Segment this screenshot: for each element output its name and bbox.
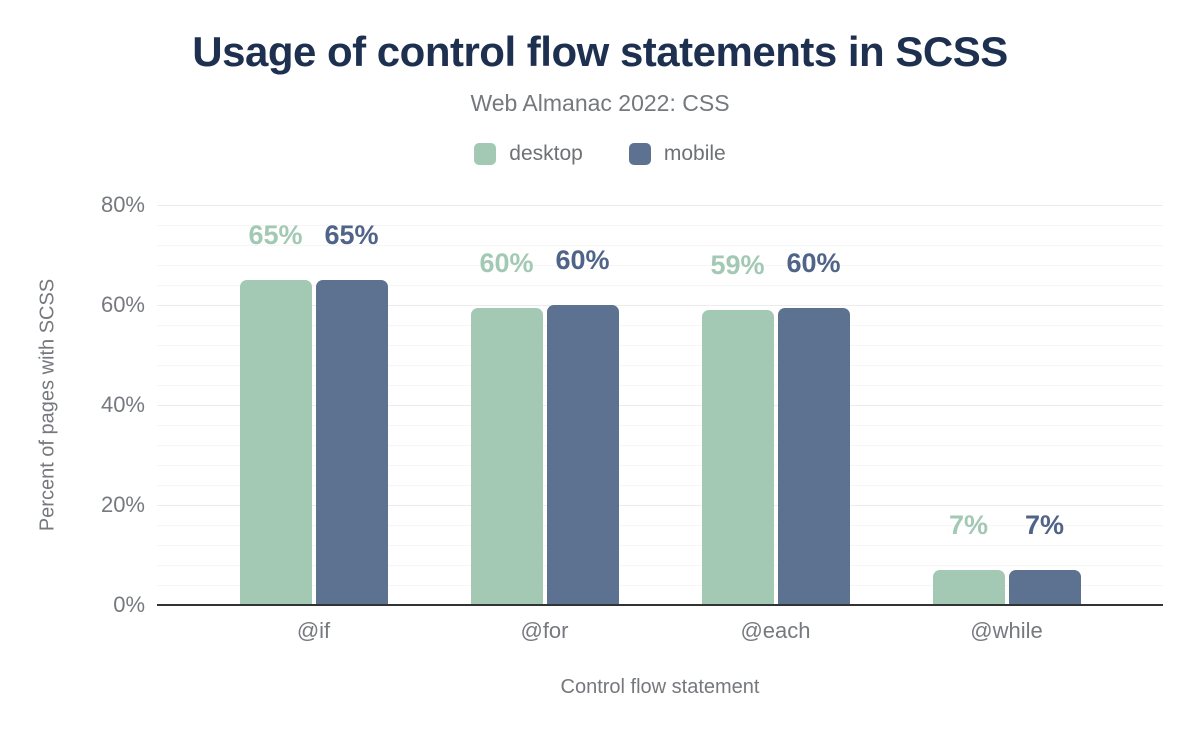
x-tick-label-if: @if <box>296 618 331 643</box>
bar-value-label: 7% <box>948 510 989 541</box>
bar-value-label: 59% <box>710 250 765 281</box>
bar-desktop-for <box>470 307 543 605</box>
bar-mobile-if <box>315 280 388 605</box>
y-tick-label: 0% <box>113 592 145 617</box>
bar-group-while: 7% 7% <box>891 205 1122 605</box>
bar-value-label: 60% <box>555 245 610 276</box>
y-tick-label: 40% <box>100 392 145 417</box>
y-axis-ticks: 0% 20% 40% 60% 80% <box>0 192 145 617</box>
legend-label: desktop <box>509 142 583 165</box>
x-axis-ticks: @if @for @each @while <box>157 618 1163 644</box>
bar-desktop-each <box>701 310 774 605</box>
chart-title: Usage of control flow statements in SCSS <box>192 28 1008 75</box>
bar-desktop-if <box>239 280 312 605</box>
bar-column-mobile: 60% <box>777 205 850 605</box>
bar-column-desktop: 65% <box>239 205 312 605</box>
legend-item-mobile[interactable]: mobile <box>628 142 726 166</box>
legend-swatch-desktop <box>474 143 497 165</box>
bar-value-label: 65% <box>248 220 303 251</box>
legend-swatch-mobile <box>628 143 651 165</box>
x-tick-label-while: @while <box>970 618 1043 643</box>
bar-mobile-for <box>546 305 619 605</box>
bar-mobile-while <box>1008 570 1081 605</box>
plot-area: 65% 65% 60% 60% 59% 60% 7% 7% <box>157 205 1163 606</box>
x-axis-title: Control flow statement <box>560 676 760 698</box>
bar-value-label: 60% <box>786 247 841 278</box>
bar-group-for: 60% 60% <box>429 205 660 605</box>
bar-groups: 65% 65% 60% 60% 59% 60% 7% 7% <box>157 205 1163 605</box>
x-tick-label-each: @each <box>740 618 811 643</box>
bar-group-each: 59% 60% <box>660 205 891 605</box>
bar-column-desktop: 59% <box>701 205 774 605</box>
legend-item-desktop[interactable]: desktop <box>474 142 583 166</box>
x-tick-label-for: @for <box>520 618 569 643</box>
bar-mobile-each <box>777 307 850 605</box>
bar-desktop-while <box>932 570 1005 605</box>
legend: desktop mobile <box>0 142 1200 166</box>
bar-value-label: 7% <box>1024 510 1065 541</box>
chart-subtitle: Web Almanac 2022: CSS <box>470 90 730 116</box>
bar-column-mobile: 7% <box>1008 205 1081 605</box>
y-tick-label: 60% <box>100 292 145 317</box>
bar-value-label: 60% <box>479 247 534 278</box>
bar-group-if: 65% 65% <box>198 205 429 605</box>
y-tick-label: 20% <box>100 492 145 517</box>
bar-column-desktop: 7% <box>932 205 1005 605</box>
legend-label: mobile <box>663 142 726 165</box>
bar-column-mobile: 65% <box>315 205 388 605</box>
x-axis-line <box>157 604 1163 606</box>
bar-value-label: 65% <box>324 220 379 251</box>
bar-column-mobile: 60% <box>546 205 619 605</box>
bar-column-desktop: 60% <box>470 205 543 605</box>
y-tick-label: 80% <box>100 192 145 217</box>
